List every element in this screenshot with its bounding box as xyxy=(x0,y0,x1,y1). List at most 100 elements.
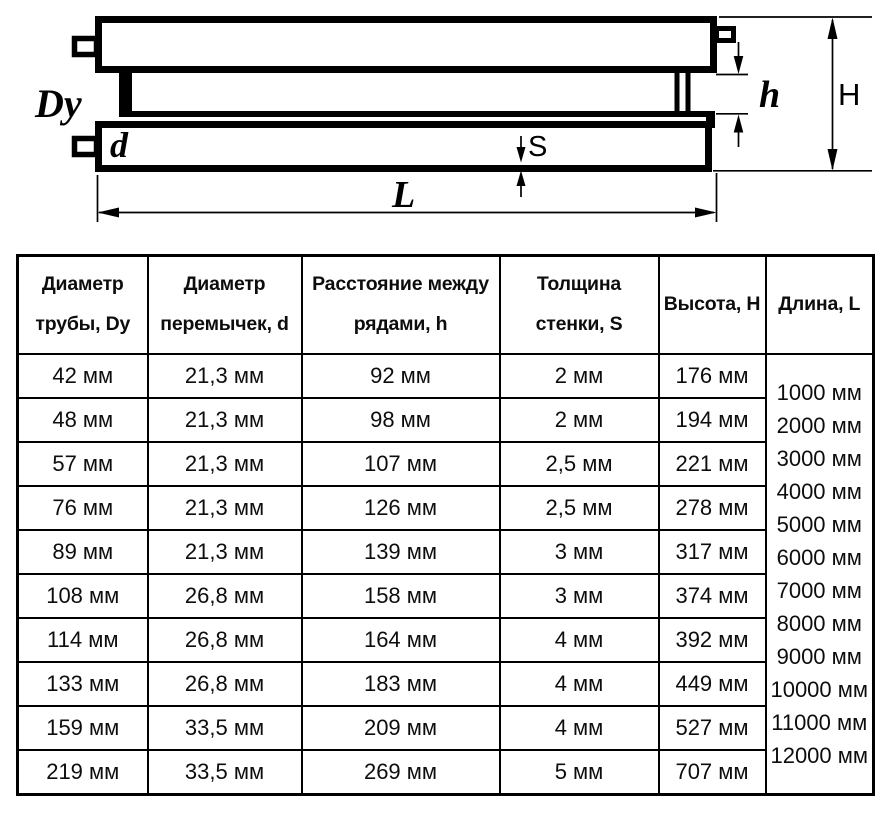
table-row: 108 мм 26,8 мм 158 мм 3 мм 374 мм xyxy=(16,573,874,619)
column-header: Диаметр перемычек, d xyxy=(146,254,303,355)
table-cell: 98 мм xyxy=(300,397,501,443)
length-option: 5000 мм xyxy=(776,512,862,537)
label-height: H xyxy=(838,77,860,112)
table-cell: 269 мм xyxy=(300,749,501,796)
length-option: 2000 мм xyxy=(776,413,862,438)
table-row: 219 мм 33,5 мм 269 мм 5 мм 707 мм xyxy=(16,749,874,796)
table-cell: 114 мм xyxy=(16,617,149,663)
register-drawing: Dy d S L h H xyxy=(0,0,888,250)
right-corner-connector xyxy=(706,111,715,128)
table-cell: 317 мм xyxy=(657,529,767,575)
table-cell: 2,5 мм xyxy=(498,441,660,487)
table-cell: 164 мм xyxy=(300,617,501,663)
table-cell: 4 мм xyxy=(498,661,660,707)
table-cell: 21,3 мм xyxy=(146,485,303,531)
table-cell: 176 мм xyxy=(657,353,767,399)
label-pipe-diameter: Dy xyxy=(34,81,82,126)
column-header: Высота, H xyxy=(657,254,767,355)
table-row: 57 мм 21,3 мм 107 мм 2,5 мм 221 мм xyxy=(16,441,874,487)
table-cell: 2 мм xyxy=(498,353,660,399)
length-option: 12000 мм xyxy=(770,743,869,768)
table-cell: 4 мм xyxy=(498,617,660,663)
table-row: 114 мм 26,8 мм 164 мм 4 мм 392 мм xyxy=(16,617,874,663)
length-option: 6000 мм xyxy=(776,545,862,570)
table-cell: 92 мм xyxy=(300,353,501,399)
length-option: 3000 мм xyxy=(776,446,862,471)
dimension-wall-thickness xyxy=(516,136,526,197)
column-header: Диаметр трубы, Dy xyxy=(16,254,149,355)
column-header: Расстояние между рядами, h xyxy=(300,254,501,355)
label-jumper-diameter: d xyxy=(110,125,129,165)
table-row: 42 мм 21,3 мм 92 мм 2 мм 176 мм 1000 мм 2000 м… xyxy=(16,353,875,796)
table-cell: 107 мм xyxy=(300,441,501,487)
table-cell: 707 мм xyxy=(657,749,767,796)
table-cell: 139 мм xyxy=(300,529,501,575)
table-cell: 2 мм xyxy=(498,397,660,443)
table-cell: 527 мм xyxy=(657,705,767,751)
table-cell: 392 мм xyxy=(657,617,767,663)
table-cell: 33,5 мм xyxy=(146,705,303,751)
table-cell: 374 мм xyxy=(657,573,767,619)
table-cell: 21,3 мм xyxy=(146,353,303,399)
spec-table: Диаметр трубы, Dy Диаметр перемычек, d Рас… xyxy=(16,254,875,796)
table-cell: 76 мм xyxy=(16,485,149,531)
table-row: 159 мм 33,5 мм 209 мм 4 мм 527 мм xyxy=(16,705,874,751)
top-right-stub xyxy=(714,26,736,43)
table-cell: 3 мм xyxy=(498,573,660,619)
label-row-spacing: h xyxy=(759,74,780,116)
table-cell: 33,5 мм xyxy=(146,749,303,796)
table-cell: 3 мм xyxy=(498,529,660,575)
table-cell: 48 мм xyxy=(16,397,149,443)
table-cell: 57 мм xyxy=(16,441,149,487)
label-wall-thickness: S xyxy=(528,131,547,163)
top-left-stub xyxy=(71,35,100,58)
table-cell: 449 мм xyxy=(657,661,767,707)
register-body xyxy=(71,16,736,172)
table-cell: 159 мм xyxy=(16,705,149,751)
table-cell: 133 мм xyxy=(16,661,149,707)
table-cell: 126 мм xyxy=(300,485,501,531)
dimension-height xyxy=(713,16,872,172)
top-pipe xyxy=(95,16,717,73)
table-cell: 2,5 мм xyxy=(498,485,660,531)
table-row: 133 мм 26,8 мм 183 мм 4 мм 449 мм xyxy=(16,661,874,707)
table-cell: 158 мм xyxy=(300,573,501,619)
label-length: L xyxy=(391,174,415,216)
table-row: 76 мм 21,3 мм 126 мм 2,5 мм 278 мм xyxy=(16,485,874,531)
table-cell: 4 мм xyxy=(498,705,660,751)
length-cell: 1000 мм 2000 мм 3000 мм 4000 мм 5000 мм 6000 … xyxy=(764,353,875,796)
length-option: 9000 мм xyxy=(776,644,862,669)
length-option: 8000 мм xyxy=(776,611,862,636)
table-cell: 219 мм xyxy=(16,749,149,796)
table-cell: 209 мм xyxy=(300,705,501,751)
bottom-pipe xyxy=(95,121,712,172)
dimension-row-spacing xyxy=(716,42,748,147)
table-cell: 21,3 мм xyxy=(146,529,303,575)
table-cell: 42 мм xyxy=(16,353,149,399)
table-body: 42 мм 21,3 мм 92 мм 2 мм 176 мм 1000 мм 2000 м… xyxy=(16,353,875,796)
bottom-left-stub xyxy=(71,135,100,158)
length-option: 1000 мм xyxy=(776,380,862,405)
table-cell: 108 мм xyxy=(16,573,149,619)
length-option: 11000 мм xyxy=(771,710,868,735)
table-cell: 26,8 мм xyxy=(146,661,303,707)
column-header: Длина, L xyxy=(764,254,875,355)
column-header: Толщина стенки, S xyxy=(498,254,660,355)
dimension-length xyxy=(96,173,718,222)
length-option: 10000 мм xyxy=(770,677,869,702)
table-cell: 194 мм xyxy=(657,397,767,443)
table-cell: 26,8 мм xyxy=(146,617,303,663)
length-option: 4000 мм xyxy=(776,479,862,504)
table-cell: 278 мм xyxy=(657,485,767,531)
left-jumper xyxy=(119,66,132,117)
table-cell: 26,8 мм xyxy=(146,573,303,619)
table-header-row: Диаметр трубы, Dy Диаметр перемычек, d Рас… xyxy=(16,254,875,355)
table-row: 48 мм 21,3 мм 98 мм 2 мм 194 мм xyxy=(16,397,874,443)
table-cell: 21,3 мм xyxy=(146,441,303,487)
table-cell: 89 мм xyxy=(16,529,149,575)
length-option: 7000 мм xyxy=(776,578,862,603)
table-row: 89 мм 21,3 мм 139 мм 3 мм 317 мм xyxy=(16,529,874,575)
table-cell: 221 мм xyxy=(657,441,767,487)
table-cell: 183 мм xyxy=(300,661,501,707)
